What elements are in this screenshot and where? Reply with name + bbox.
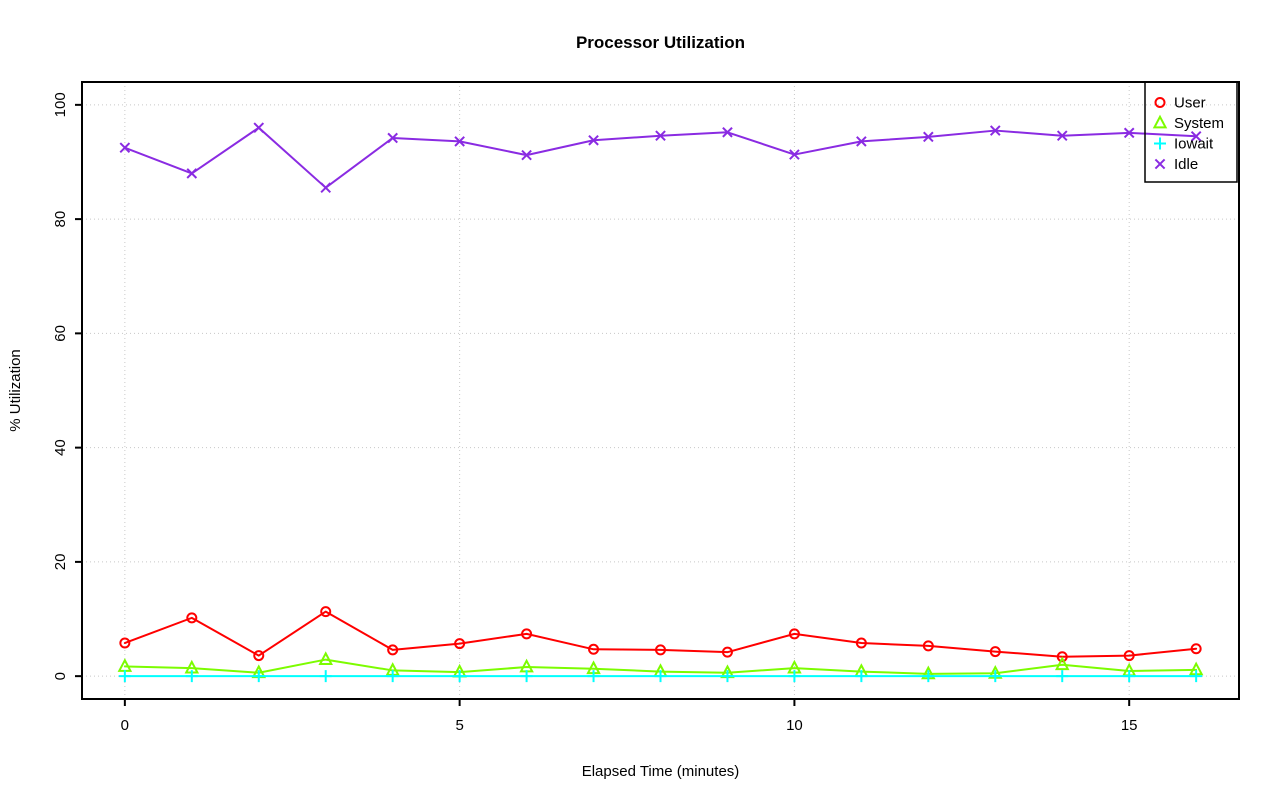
series-iowait: [118, 670, 1203, 683]
data-point-marker-x: [521, 149, 532, 161]
data-point-marker-x: [789, 149, 800, 160]
legend: User System Iowait Idle: [1144, 81, 1238, 183]
series-line: [123, 610, 1198, 658]
x-tick-label: 5: [455, 717, 463, 734]
data-point-marker-circle: [1123, 650, 1135, 662]
data-point-marker-x: [722, 126, 733, 138]
data-point-marker-plus: [118, 670, 131, 683]
data-point-marker-plus: [1154, 137, 1166, 150]
data-point-marker-plus: [453, 670, 466, 683]
x-tick-label: 0: [121, 717, 129, 734]
y-tick-label: 20: [52, 554, 69, 571]
series-user: [119, 606, 1202, 663]
data-point-marker-x: [320, 182, 332, 193]
y-tick-label: 40: [52, 439, 69, 456]
data-point-marker-x: [588, 134, 599, 146]
data-point-marker-circle: [855, 637, 867, 649]
legend-item-label: System: [1174, 115, 1224, 132]
y-tick-label: 80: [52, 211, 69, 228]
axis-tick-labels: 0 5 10 15 0 20 40 60 80 100: [52, 92, 1138, 734]
data-point-marker-plus: [386, 670, 399, 683]
legend-border: [1144, 81, 1238, 183]
data-point-marker-x: [1123, 127, 1135, 139]
data-point-marker-circle: [721, 646, 733, 658]
data-point-marker-plus: [989, 670, 1002, 683]
data-point-marker-x: [1056, 130, 1068, 142]
data-point-marker-x: [856, 136, 867, 147]
series-idle-markers: [119, 122, 1202, 193]
axis-ticks: [75, 103, 1131, 706]
data-point-marker-circle: [1154, 97, 1166, 108]
data-point-marker-plus: [520, 670, 533, 683]
data-point-marker-circle: [989, 646, 1001, 658]
data-point-marker-triangle: [318, 651, 333, 665]
data-point-marker-plus: [185, 670, 198, 683]
data-point-marker-x: [387, 132, 398, 144]
legend-item-label: User: [1174, 95, 1206, 112]
data-point-marker-plus: [721, 670, 734, 683]
y-tick-label: 0: [52, 672, 69, 680]
data-point-marker-circle: [119, 637, 131, 649]
data-point-marker-x: [655, 130, 666, 142]
x-tick-label: 15: [1121, 717, 1138, 734]
legend-item-label: Idle: [1174, 156, 1198, 173]
data-point-marker-circle: [454, 638, 466, 650]
series-iowait-markers: [118, 670, 1203, 683]
data-point-marker-circle: [521, 628, 533, 640]
data-point-marker-x: [1154, 158, 1166, 170]
legend-item-label: Iowait: [1174, 136, 1214, 153]
data-point-marker-plus: [587, 670, 600, 683]
data-point-marker-x: [253, 122, 265, 134]
data-point-marker-x: [923, 131, 934, 143]
plot-border: [81, 81, 1240, 700]
data-point-marker-circle: [788, 628, 800, 640]
data-point-marker-plus: [922, 670, 935, 683]
x-axis-label: Elapsed Time (minutes): [582, 763, 740, 780]
data-point-marker-x: [989, 125, 1001, 136]
data-point-marker-plus: [1056, 670, 1069, 683]
y-tick-label: 100: [52, 92, 69, 117]
data-point-marker-circle: [588, 643, 600, 655]
data-point-marker-triangle: [1054, 656, 1070, 671]
data-point-marker-plus: [788, 670, 801, 683]
data-point-marker-plus: [1190, 670, 1203, 683]
data-point-marker-x: [1190, 130, 1202, 142]
data-point-marker-x: [119, 142, 131, 154]
data-point-marker-circle: [387, 644, 399, 656]
data-point-marker-circle: [186, 612, 198, 624]
data-point-marker-circle: [655, 644, 666, 656]
data-point-marker-plus: [855, 670, 868, 683]
data-point-marker-circle: [1190, 643, 1202, 655]
chart-title: Processor Utilization: [576, 33, 745, 52]
legend-item-system: System: [1152, 114, 1224, 132]
legend-item-user: User: [1154, 95, 1206, 112]
gridlines: [82, 82, 1239, 699]
legend-item-iowait: Iowait: [1154, 136, 1214, 153]
y-tick-label: 60: [52, 325, 69, 342]
data-point-marker-circle: [253, 650, 265, 662]
x-tick-label: 10: [786, 717, 803, 734]
data-point-marker-plus: [252, 670, 265, 683]
series-user-markers: [119, 606, 1202, 663]
data-point-marker-circle: [1056, 651, 1068, 663]
data-point-marker-circle: [320, 606, 332, 618]
legend-item-idle: Idle: [1154, 156, 1198, 173]
data-point-marker-x: [186, 168, 198, 179]
data-point-marker-circle: [922, 640, 934, 652]
data-point-marker-plus: [319, 670, 332, 683]
data-point-marker-x: [454, 136, 465, 147]
y-axis-label: % Utilization: [7, 349, 24, 432]
data-point-marker-plus: [654, 670, 667, 683]
data-point-marker-triangle: [1152, 114, 1168, 129]
data-point-marker-plus: [1123, 670, 1136, 683]
series-idle: [119, 122, 1202, 193]
